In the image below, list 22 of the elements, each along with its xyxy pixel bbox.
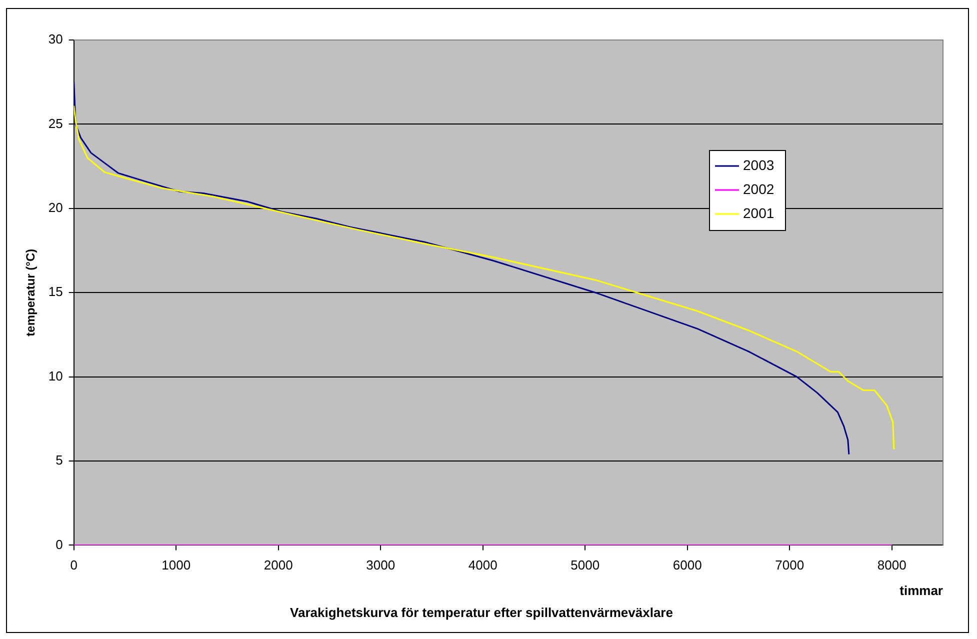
y-tick-label: 15	[48, 284, 63, 300]
x-tick-label: 8000	[877, 558, 906, 573]
x-tick-label: 4000	[468, 558, 498, 573]
legend-label: 2003	[743, 156, 774, 173]
y-tick-label: 10	[48, 368, 63, 384]
legend-label: 2001	[743, 204, 774, 221]
x-tick-label: 2000	[264, 558, 293, 573]
y-tick-label: 25	[48, 116, 63, 131]
legend-label: 2002	[743, 180, 774, 197]
x-tick-label: 1000	[162, 558, 191, 573]
y-axis-title: temperatur (°C)	[24, 248, 38, 336]
x-tick-label: 0	[70, 558, 78, 573]
x-tick-label: 7000	[775, 558, 804, 573]
y-tick-label: 5	[56, 452, 63, 468]
y-tick-label: 30	[48, 32, 63, 47]
x-tick-label: 3000	[366, 558, 396, 573]
x-tick-label: 6000	[672, 558, 702, 573]
x-tick-label: 5000	[570, 558, 600, 573]
text: Varakighetskurva för temperatur efter spillvattenvärmeväxlare	[290, 604, 673, 620]
x-axis-title: timmar	[900, 583, 943, 598]
y-tick-label: 0	[56, 536, 63, 552]
y-tick-label: 20	[48, 200, 63, 215]
